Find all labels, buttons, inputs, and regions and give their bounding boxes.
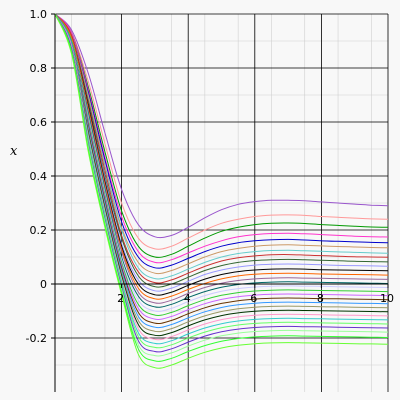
series-line-6	[54, 13, 389, 275]
series-line-4	[54, 13, 389, 264]
y-tick-label: 0.8	[30, 62, 48, 75]
series-line-18	[54, 13, 389, 324]
series-line-21	[54, 13, 389, 337]
axes	[51, 13, 389, 392]
series-line-5	[54, 13, 389, 269]
series-line-1	[54, 13, 389, 239]
y-tick-label: 0.6	[30, 116, 48, 129]
series-line-20	[54, 13, 389, 333]
series-line-13	[54, 13, 389, 304]
y-tick-label: 0.4	[30, 170, 48, 183]
series-line-28	[54, 13, 389, 369]
series-line-11	[54, 13, 389, 296]
series-line-22	[54, 13, 389, 341]
x-tick-label: 8	[317, 292, 324, 305]
x-tick-label: 2	[117, 292, 124, 305]
y-axis-label: x	[10, 144, 18, 159]
series-line-15	[54, 13, 389, 312]
series-line-12	[54, 13, 389, 300]
series-line-10	[54, 13, 389, 292]
series-line-17	[54, 13, 389, 320]
series-line-24	[54, 13, 389, 349]
y-tick-label: 1.0	[30, 8, 48, 21]
series-line-7	[54, 13, 389, 280]
y-tick-label: -0.2	[26, 332, 47, 345]
series-line-8	[54, 13, 389, 284]
series-line-19	[54, 13, 389, 329]
series-line-14	[54, 13, 389, 308]
series-line-9	[54, 13, 389, 288]
y-tick-label: 0	[40, 278, 47, 291]
x-tick-label: 6	[250, 292, 257, 305]
series-line-3	[54, 13, 389, 258]
series-line-26	[54, 13, 389, 357]
y-tick-label: 0.2	[30, 224, 48, 237]
tick-labels: -0.2 0 0.2 0.4 0.6 0.8 1.0 2 4 6 8 10	[26, 8, 394, 345]
series-line-23	[54, 13, 389, 345]
x-tick-label: 10	[380, 292, 394, 305]
series-lines	[54, 13, 389, 369]
x-tick-label: 4	[184, 292, 191, 305]
series-line-27	[54, 13, 389, 362]
series-line-25	[54, 13, 389, 353]
series-line-2	[54, 13, 389, 250]
series-line-16	[54, 13, 389, 316]
